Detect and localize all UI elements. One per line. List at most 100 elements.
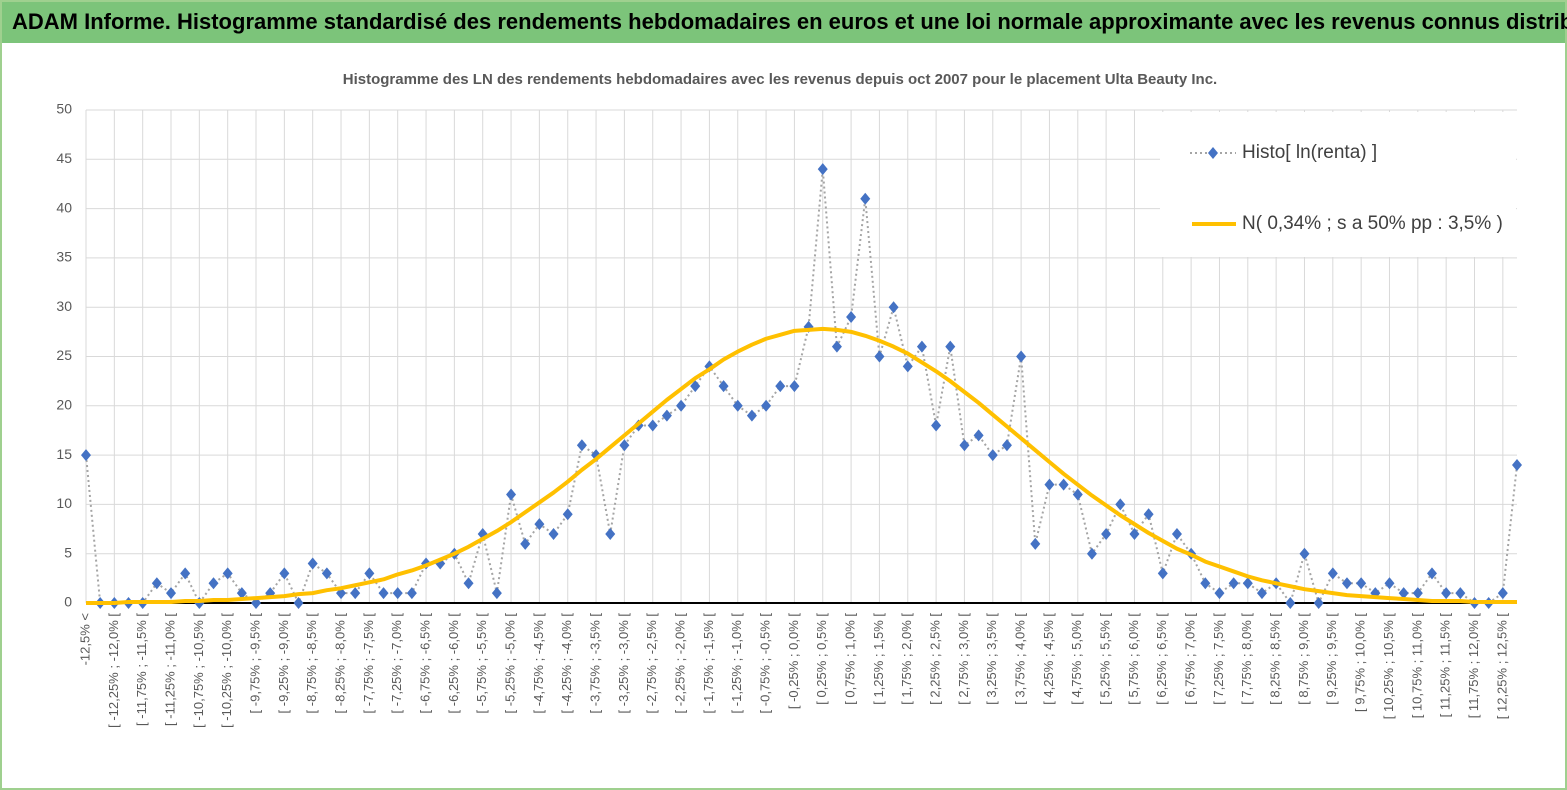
x-tick-label: [ -7,75% ; -7,5% [ [361, 613, 376, 714]
x-tick-label: [ -0,25% ; 0,0% [ [786, 613, 801, 709]
diamond-marker [746, 409, 757, 422]
y-tick-label: 25 [56, 347, 72, 363]
diamond-marker [321, 567, 332, 580]
x-tick-label: [ -5,25% ; -5,0% [ [502, 613, 517, 714]
diamond-marker [959, 439, 970, 452]
diamond-marker [874, 350, 885, 363]
x-tick-label: -12,5% < [77, 613, 92, 665]
x-tick-label: [ 5,75% ; 6,0% [ [1126, 613, 1141, 705]
diamond-marker [775, 380, 786, 393]
x-tick-label: [ 0,25% ; 0,5% [ [814, 613, 829, 705]
diamond-marker [789, 380, 800, 393]
diamond-marker [279, 567, 290, 580]
diamond-marker [1200, 577, 1211, 590]
diamond-marker [1214, 587, 1225, 600]
diamond-marker [1441, 587, 1452, 600]
diamond-marker [293, 597, 304, 609]
diamond-marker [1299, 547, 1310, 560]
x-tick-label: [ 9,75% ; 10,0% [ [1353, 613, 1368, 712]
x-tick-label: [ -4,25% ; -4,0% [ [559, 613, 574, 714]
diamond-marker [534, 518, 545, 531]
diamond-marker [1412, 587, 1423, 600]
x-tick-label: [ -7,25% ; -7,0% [ [389, 613, 404, 714]
x-tick-label: [ -6,75% ; -6,5% [ [417, 613, 432, 714]
x-tick-label: [ 3,75% ; 4,0% [ [1013, 613, 1028, 705]
diamond-marker [690, 380, 701, 393]
x-tick-label: [ 6,25% ; 6,5% [ [1154, 613, 1169, 705]
diamond-marker [506, 488, 517, 501]
diamond-marker [1030, 537, 1041, 550]
y-tick-label: 50 [56, 101, 72, 117]
x-tick-label: [ -2,75% ; -2,5% [ [644, 613, 659, 714]
x-tick-label: [ -8,75% ; -8,5% [ [304, 613, 319, 714]
y-tick-label: 30 [56, 298, 72, 314]
diamond-marker [1242, 577, 1253, 590]
grid: 0 5 10 15 20 25 30 35 40 45 50 -12,5% < [ -12,25% ; … [56, 101, 1517, 728]
diamond-marker [1497, 587, 1508, 600]
legend-marker [1208, 147, 1218, 159]
x-tick-label: [ 4,75% ; 5,0% [ [1069, 613, 1084, 705]
diamond-marker [619, 439, 630, 452]
diamond-marker [817, 163, 828, 176]
diamond-marker [406, 587, 417, 600]
y-tick-label: 40 [56, 199, 72, 215]
x-tick-label: [ 6,75% ; 7,0% [ [1183, 613, 1198, 705]
x-tick-label: [ 3,25% ; 3,5% [ [984, 613, 999, 705]
y-tick-label: 45 [56, 150, 72, 166]
diamond-marker [1072, 488, 1083, 501]
x-tick-label: [ -5,75% ; -5,5% [ [474, 613, 489, 714]
diamond-marker [222, 567, 233, 580]
y-tick-label: 5 [64, 544, 72, 560]
x-tick-label: [ -9,75% ; -9,5% [ [247, 613, 262, 714]
diamond-marker [987, 449, 998, 462]
diamond-marker [661, 409, 672, 422]
diamond-marker [1512, 458, 1522, 471]
diamond-marker [151, 577, 162, 590]
diamond-marker [1384, 577, 1395, 590]
marks [81, 163, 1522, 609]
legend-label: Histo[ ln(renta) ] [1242, 142, 1377, 163]
diamond-marker [491, 587, 502, 600]
y-tick-label: 20 [56, 397, 72, 413]
x-tick-label: [ 11,75% ; 12,0% [ [1466, 613, 1481, 719]
x-tick-label: [ 1,75% ; 2,0% [ [899, 613, 914, 705]
legend-label: N( 0,34% ; s a 50% pp : 3,5% ) [1242, 213, 1503, 234]
y-tick-label: 15 [56, 446, 72, 462]
diamond-marker [81, 449, 91, 462]
x-tick-label: [ 7,75% ; 8,0% [ [1239, 613, 1254, 705]
diamond-marker [1285, 597, 1296, 609]
diamond-marker [166, 587, 177, 600]
x-tick-label: [ 1,25% ; 1,5% [ [871, 613, 886, 705]
x-tick-label: [ 2,75% ; 3,0% [ [956, 613, 971, 705]
diamond-marker [520, 537, 531, 550]
diamond-marker [732, 399, 743, 412]
legend: Histo[ ln(renta) ] N( 0,34% ; s a 50% pp … [1160, 112, 1516, 257]
diamond-marker [1016, 350, 1027, 363]
x-tick-label: [ 10,25% ; 10,5% [ [1381, 613, 1396, 720]
diamond-marker [1256, 587, 1267, 600]
diamond-marker [1058, 478, 1069, 491]
diamond-marker [1341, 577, 1352, 590]
x-tick-label: [ -11,75% ; -11,5% [ [134, 613, 149, 726]
diamond-marker [392, 587, 403, 600]
diamond-marker [916, 340, 927, 353]
diamond-marker [1115, 498, 1126, 511]
x-tick-label: [ 4,25% ; 4,5% [ [1041, 613, 1056, 705]
x-tick-label: [ -3,25% ; -3,0% [ [616, 613, 631, 714]
x-tick-label: [ -1,25% ; -1,0% [ [729, 613, 744, 714]
x-tick-label: [ -12,25% ; -12,0% [ [106, 613, 121, 728]
x-tick-label: [ -10,25% ; -10,0% [ [219, 613, 234, 728]
diamond-marker [1171, 527, 1182, 540]
x-tick-label: [ 2,25% ; 2,5% [ [928, 613, 943, 705]
y-tick-label: 35 [56, 249, 72, 265]
diamond-marker [1143, 508, 1154, 521]
y-tick-label: 0 [64, 594, 72, 610]
diamond-marker [1086, 547, 1097, 560]
diamond-marker [576, 439, 587, 452]
diamond-marker [973, 429, 984, 442]
diamond-marker [1101, 527, 1112, 540]
diamond-marker [548, 527, 559, 540]
diamond-marker [846, 311, 857, 324]
x-tick-label: [ 9,25% ; 9,5% [ [1324, 613, 1339, 705]
diamond-marker [647, 419, 658, 432]
